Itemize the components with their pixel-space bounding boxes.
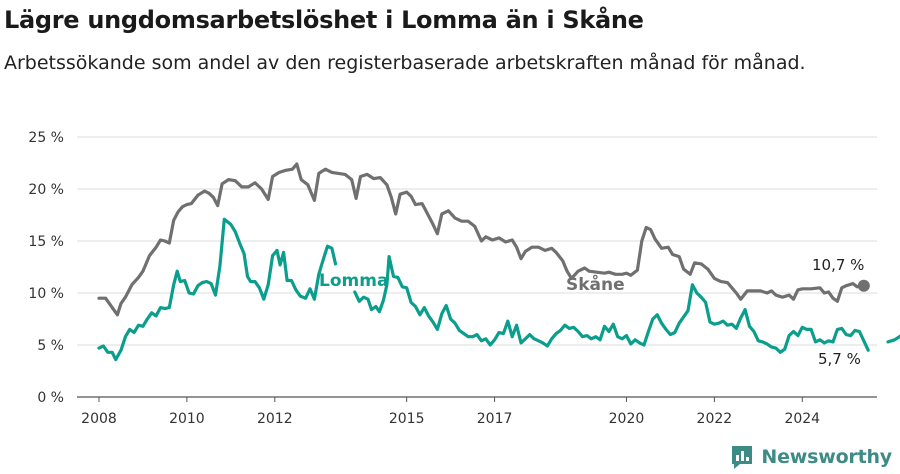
lomma-series-line-3 (886, 334, 900, 344)
x-tick-label: 2008 (81, 411, 117, 427)
lomma-series-label: Lomma (319, 271, 388, 291)
skane-series-label: Skåne (566, 273, 625, 295)
y-tick-label: 10 % (28, 286, 64, 302)
x-tick-label: 2010 (169, 411, 205, 427)
skane-end-value-label: 10,7 % (812, 256, 864, 274)
newsworthy-logo: Newsworthy (730, 444, 892, 470)
x-tick-label: 2020 (609, 411, 645, 427)
skane-series-line-0 (97, 162, 866, 317)
lomma-end-value-label: 5,7 % (818, 350, 861, 368)
newsworthy-logo-text: Newsworthy (761, 446, 892, 468)
series-lines (97, 162, 900, 362)
lomma-series-line-2 (353, 255, 870, 354)
chart-title: Lägre ungdomsarbetslöshet i Lomma än i S… (4, 6, 644, 34)
x-tick-label: 2024 (784, 411, 820, 427)
skane-end-point (857, 279, 870, 292)
end-markers (857, 279, 870, 292)
y-tick-label: 20 % (28, 182, 64, 198)
gridlines (77, 136, 877, 398)
y-tick-label: 25 % (28, 130, 64, 146)
lomma-series-line-1 (97, 217, 338, 362)
series-labels: Lomma Skåne 10,7 % 5,7 % (319, 256, 864, 368)
x-tick-label: 2017 (477, 411, 513, 427)
x-tick-label: 2015 (389, 411, 425, 427)
chart-subtitle: Arbetssökande som andel av den registerb… (4, 52, 806, 74)
x-axis: 2008 2010 2012 2015 2017 2020 2022 2024 (81, 397, 820, 427)
y-axis: 0 % 5 % 10 % 15 % 20 % 25 % (28, 130, 64, 406)
x-tick-label: 2012 (257, 411, 293, 427)
newsworthy-logo-icon (732, 446, 753, 469)
y-tick-label: 0 % (37, 390, 64, 406)
y-tick-label: 5 % (37, 338, 64, 354)
y-tick-label: 15 % (28, 234, 64, 250)
x-tick-label: 2022 (697, 411, 733, 427)
